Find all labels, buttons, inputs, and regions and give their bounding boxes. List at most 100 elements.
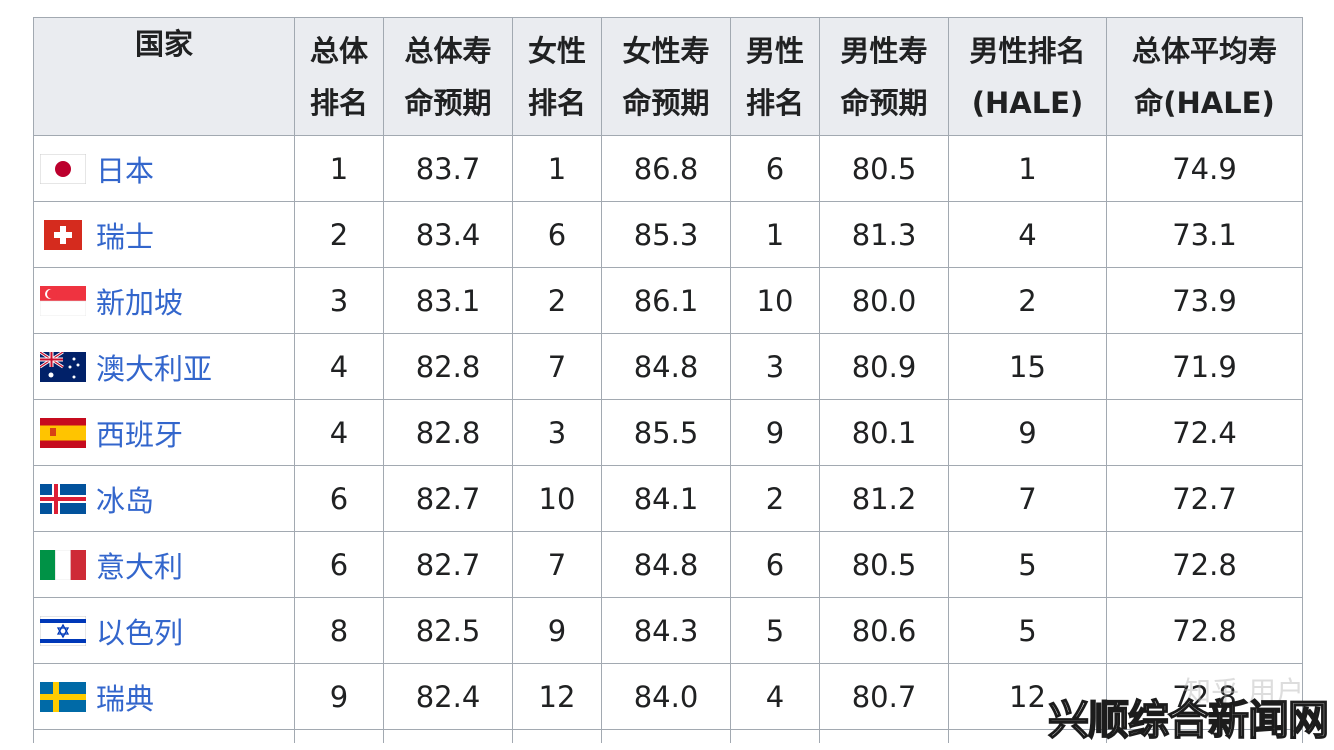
table-cell: 80.1 bbox=[819, 399, 949, 466]
column-header-line: 女性寿 bbox=[622, 33, 710, 68]
table-cell: 1 bbox=[948, 135, 1107, 202]
table-cell: 85.5 bbox=[601, 399, 731, 466]
column-header-line: 排名 bbox=[527, 85, 586, 120]
table-cell: 84.8 bbox=[601, 531, 731, 598]
table-cell-empty bbox=[819, 729, 949, 743]
table-cell: 73.9 bbox=[1106, 267, 1303, 334]
table-cell-empty bbox=[383, 729, 513, 743]
watermark-faint: 知乎 用户 bbox=[1183, 675, 1304, 708]
table-body: 日本 1 83.7 1 86.8 6 80.5 1 74.9 瑞士 2 83.4 6 85.3 1 81.3 4… bbox=[33, 135, 1303, 743]
table-row: 意大利 6 82.7 7 84.8 6 80.5 5 72.8 bbox=[33, 531, 1303, 598]
table-cell: 1 bbox=[294, 135, 384, 202]
table-cell: 84.8 bbox=[601, 333, 731, 400]
table-cell: 81.3 bbox=[819, 201, 949, 268]
table-cell: 73.1 bbox=[1106, 201, 1303, 268]
site-watermark: 兴顺综合新闻网 bbox=[1047, 695, 1330, 745]
column-header-line: 总体寿 bbox=[404, 33, 492, 68]
table-cell: 2 bbox=[730, 465, 820, 532]
table-cell: 9 bbox=[512, 597, 602, 664]
table-cell: 84.0 bbox=[601, 663, 731, 730]
table-cell: 86.1 bbox=[601, 267, 731, 334]
country-link[interactable]: 日本 bbox=[96, 153, 155, 188]
country-link[interactable]: 新加坡 bbox=[96, 285, 184, 320]
table-cell: 6 bbox=[294, 531, 384, 598]
table-cell-empty bbox=[512, 729, 602, 743]
table-cell: 4 bbox=[294, 333, 384, 400]
table-cell: 85.3 bbox=[601, 201, 731, 268]
table-cell: 2 bbox=[294, 201, 384, 268]
table-cell: 83.1 bbox=[383, 267, 513, 334]
table-cell: 8 bbox=[294, 597, 384, 664]
country-link[interactable]: 瑞典 bbox=[96, 681, 155, 716]
column-header-line: (HALE) bbox=[971, 85, 1084, 120]
table-cell: 72.8 bbox=[1106, 531, 1303, 598]
table-row-partial bbox=[33, 729, 1303, 743]
table-cell: 15 bbox=[948, 333, 1107, 400]
table-cell: 82.8 bbox=[383, 333, 513, 400]
country-cell: 新加坡 bbox=[33, 267, 295, 334]
table-cell: 80.6 bbox=[819, 597, 949, 664]
column-header-line: 命预期 bbox=[622, 85, 710, 120]
table-cell: 7 bbox=[512, 333, 602, 400]
country-link[interactable]: 澳大利亚 bbox=[96, 351, 213, 386]
table-cell: 4 bbox=[294, 399, 384, 466]
country-cell: 瑞士 bbox=[33, 201, 295, 268]
column-header-3: 女性 排名 bbox=[512, 17, 602, 136]
table-cell-empty bbox=[33, 729, 295, 743]
column-header-line: 排名 bbox=[309, 85, 368, 120]
table-cell: 5 bbox=[730, 597, 820, 664]
table-cell: 6 bbox=[730, 531, 820, 598]
iceland-flag-icon bbox=[40, 483, 86, 514]
table-cell: 3 bbox=[512, 399, 602, 466]
table-cell: 3 bbox=[730, 333, 820, 400]
column-header-line: 国家 bbox=[134, 27, 193, 61]
table-cell: 9 bbox=[294, 663, 384, 730]
table-cell: 72.7 bbox=[1106, 465, 1303, 532]
country-cell: 澳大利亚 bbox=[33, 333, 295, 400]
column-header-0: 国家 bbox=[33, 17, 295, 136]
table-cell: 72.8 bbox=[1106, 663, 1303, 730]
table-cell: 82.4 bbox=[383, 663, 513, 730]
table-cell: 80.9 bbox=[819, 333, 949, 400]
table-cell: 81.2 bbox=[819, 465, 949, 532]
country-cell: 意大利 bbox=[33, 531, 295, 598]
country-link[interactable]: 冰岛 bbox=[96, 483, 155, 518]
column-header-2: 总体寿 命预期 bbox=[383, 17, 513, 136]
country-link[interactable]: 瑞士 bbox=[96, 219, 155, 254]
country-link[interactable]: 以色列 bbox=[96, 615, 184, 650]
column-header-6: 男性寿 命预期 bbox=[819, 17, 949, 136]
table-cell-empty bbox=[730, 729, 820, 743]
spain-flag-icon bbox=[40, 417, 86, 448]
table-cell: 2 bbox=[512, 267, 602, 334]
table-cell: 80.5 bbox=[819, 135, 949, 202]
life-expectancy-table: 国家 总体 排名 总体寿 命预期 女性 排名 女性寿 命预期 男性 排名 男性寿 命预期 男性排名 (HAL… bbox=[33, 17, 1303, 743]
switzerland-flag-icon bbox=[40, 219, 86, 250]
country-cell: 以色列 bbox=[33, 597, 295, 664]
table-cell: 83.4 bbox=[383, 201, 513, 268]
table-cell: 12 bbox=[512, 663, 602, 730]
table-cell: 6 bbox=[294, 465, 384, 532]
table-cell: 1 bbox=[730, 201, 820, 268]
country-cell: 日本 bbox=[33, 135, 295, 202]
life-expectancy-table-container: 国家 总体 排名 总体寿 命预期 女性 排名 女性寿 命预期 男性 排名 男性寿 命预期 男性排名 (HAL… bbox=[33, 17, 1303, 743]
table-cell: 9 bbox=[730, 399, 820, 466]
table-cell: 86.8 bbox=[601, 135, 731, 202]
table-cell: 2 bbox=[948, 267, 1107, 334]
table-cell-empty bbox=[294, 729, 384, 743]
table-row: 瑞典 9 82.4 12 84.0 4 80.7 12 72.8 bbox=[33, 663, 1303, 730]
country-link[interactable]: 意大利 bbox=[96, 549, 184, 584]
table-cell: 82.7 bbox=[383, 465, 513, 532]
table-cell-empty bbox=[601, 729, 731, 743]
column-header-line: 男性寿 bbox=[840, 33, 928, 68]
japan-flag-icon bbox=[40, 153, 86, 184]
country-cell: 瑞典 bbox=[33, 663, 295, 730]
table-cell: 71.9 bbox=[1106, 333, 1303, 400]
table-cell: 12 bbox=[948, 663, 1107, 730]
column-header-8: 总体平均寿 命(HALE) bbox=[1106, 17, 1303, 136]
column-header-line: 排名 bbox=[745, 85, 804, 120]
country-link[interactable]: 西班牙 bbox=[96, 417, 184, 452]
table-cell: 82.5 bbox=[383, 597, 513, 664]
table-row: 西班牙 4 82.8 3 85.5 9 80.1 9 72.4 bbox=[33, 399, 1303, 466]
table-cell: 84.1 bbox=[601, 465, 731, 532]
table-cell: 9 bbox=[948, 399, 1107, 466]
